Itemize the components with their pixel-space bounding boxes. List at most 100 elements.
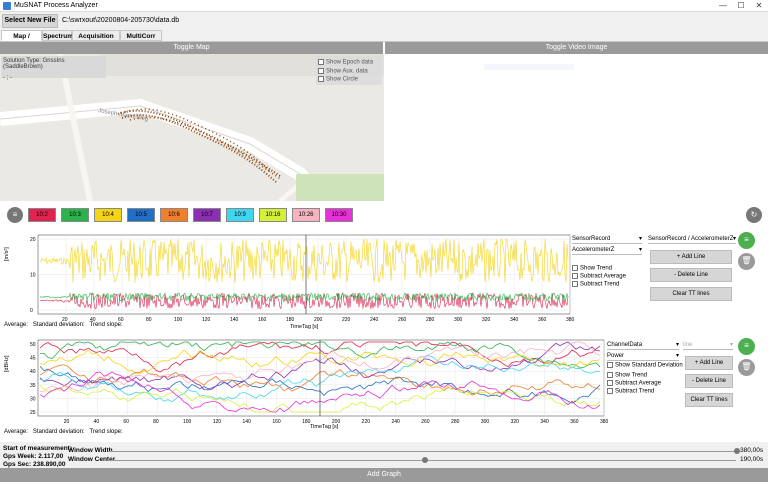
graph1-trash-icon[interactable]: 🗑 <box>738 253 755 270</box>
legend-item-10-2[interactable]: 10:2 <box>28 208 56 222</box>
y-tick-label: 50 <box>30 342 36 348</box>
maximize-button[interactable]: ☐ <box>737 1 745 10</box>
checkbox[interactable] <box>607 372 613 378</box>
legend-item-10-7[interactable]: 10:7 <box>193 208 221 222</box>
checkbox[interactable] <box>318 76 324 82</box>
close-button[interactable]: ✕ <box>755 1 763 10</box>
graph1-subtract-trend[interactable]: Subtract Trend <box>572 281 619 288</box>
tab-spectrum[interactable]: Spectrum <box>42 30 73 41</box>
gps-sec: Gps Sec: 238.890,00 <box>3 461 66 468</box>
x-tick-label: 40 <box>94 419 100 425</box>
graph1-series-line <box>39 292 569 302</box>
x-tick-label: 320 <box>511 419 520 425</box>
x-tick-label: 80 <box>146 317 152 323</box>
window-width-slider[interactable] <box>108 451 736 452</box>
checkbox[interactable] <box>318 68 324 74</box>
x-tick-label: 340 <box>540 419 549 425</box>
graph1-add-line-button[interactable]: + Add Line <box>650 250 732 264</box>
toggle-video-button[interactable]: Toggle Video Image <box>385 42 768 54</box>
graph2-show-trend[interactable]: Show Trend <box>607 372 647 379</box>
graph1-show-trend[interactable]: Show Trend <box>572 265 612 272</box>
x-tick-label: 300 <box>481 419 490 425</box>
graph2-subtract-average[interactable]: Subtract Average <box>607 380 661 387</box>
legend-item-10-6[interactable]: 10:6 <box>160 208 188 222</box>
tab-multicorr-plot[interactable]: MultiCorr Plot <box>120 30 162 51</box>
tab-map-graphs[interactable]: Map / Graphs <box>1 30 42 51</box>
checkbox[interactable] <box>572 265 578 271</box>
tab-acquisition-plot[interactable]: Acquisition Plot <box>72 30 120 51</box>
graph2-line-select[interactable]: line <box>683 340 733 350</box>
show-aux-data-option[interactable]: Show Aux. data <box>318 68 368 75</box>
hamburger-icon[interactable]: ≡ <box>7 207 23 223</box>
legend-item-10-5[interactable]: 10:5 <box>127 208 155 222</box>
legend-item-10-4[interactable]: 10:4 <box>94 208 122 222</box>
graph2-source-select[interactable]: ChannelData <box>607 340 679 350</box>
x-tick-label: 280 <box>451 419 460 425</box>
graph2-ylabel: [dBHz] <box>4 355 10 372</box>
file-path: C:\swrxout\20200804-205730\data.db <box>62 17 180 24</box>
x-tick-label: 320 <box>482 317 491 323</box>
y-tick-label: 0 <box>30 308 33 314</box>
checkbox[interactable] <box>607 388 613 394</box>
graph1-source-select[interactable]: SensorRecord <box>572 234 642 244</box>
legend-item-10-26[interactable]: 10:26 <box>292 208 320 222</box>
solution-type-box: Solution Type: GnssIns (SaddleBrown) - ;… <box>1 56 106 81</box>
graph2-canvas[interactable]: 20 40 60 80 100 120 140 160 180 200 220 240 260 280 30… <box>0 336 608 430</box>
graph1-subtract-average[interactable]: Subtract Average <box>572 273 626 280</box>
graph2-field-select[interactable]: Power <box>607 351 679 361</box>
graph1-field-select[interactable]: AccelerometerZ <box>572 245 642 255</box>
app-icon <box>3 2 11 10</box>
graph1-delete-line-button[interactable]: - Delete Line <box>650 268 732 282</box>
checkbox[interactable] <box>607 362 613 368</box>
x-tick-label: 100 <box>174 317 183 323</box>
graph1-series-line <box>39 238 569 283</box>
x-tick-label: 80 <box>153 419 159 425</box>
graph1-ylabel: [m/s²] <box>4 247 10 261</box>
graph1-clear-tt-button[interactable]: Clear TT lines <box>650 287 732 301</box>
x-tick-label: 340 <box>510 317 519 323</box>
legend-item-10-30[interactable]: 10:30 <box>325 208 353 222</box>
graph2-stats: Average: Standard deviation: Trend slope… <box>4 429 123 435</box>
legend-item-10-16[interactable]: 10:16 <box>259 208 287 222</box>
graph1-line-select[interactable]: SensorRecord / AccelerometerZ <box>648 234 736 244</box>
window-center-thumb[interactable] <box>422 457 428 463</box>
legend-item-10-9[interactable]: 10:9 <box>226 208 254 222</box>
x-tick-label: 200 <box>314 317 323 323</box>
refresh-icon[interactable]: ↻ <box>746 207 762 223</box>
graph2-menu-icon[interactable]: ≡ <box>738 338 755 355</box>
toggle-map-button[interactable]: Toggle Map <box>0 42 383 54</box>
checkbox[interactable] <box>318 59 324 65</box>
x-tick-label: 40 <box>90 317 96 323</box>
checkbox[interactable] <box>572 273 578 279</box>
graph1-xlabel: TimeTag [s] <box>290 324 319 330</box>
add-graph-button[interactable]: Add Graph <box>0 468 768 482</box>
select-file-button[interactable]: Select New File <box>2 14 58 28</box>
x-tick-label: 100 <box>183 419 192 425</box>
y-tick-label: 10 <box>30 273 36 279</box>
graph2-clear-tt-button[interactable]: Clear TT lines <box>685 393 733 407</box>
legend-item-10-3[interactable]: 10:3 <box>61 208 89 222</box>
window-width-thumb[interactable] <box>734 448 740 454</box>
x-tick-label: 220 <box>342 317 351 323</box>
checkbox[interactable] <box>572 281 578 287</box>
x-tick-label: 220 <box>362 419 371 425</box>
graph1-menu-icon[interactable]: ≡ <box>738 232 755 249</box>
x-tick-label: 140 <box>230 317 239 323</box>
x-tick-label: 120 <box>202 317 211 323</box>
graph1-canvas[interactable]: 20 40 60 80 100 120 140 160 180 200 220 240 260 280 30… <box>0 231 600 331</box>
graph2-trash-icon[interactable]: 🗑 <box>738 359 755 376</box>
graph-accelerometer: 20 40 60 80 100 120 140 160 180 200 220 240 260 280 30… <box>0 231 768 333</box>
show-epoch-data-option[interactable]: Show Epoch data <box>318 59 373 66</box>
y-tick-label: 45 <box>30 356 36 362</box>
minimize-button[interactable]: — <box>719 1 727 10</box>
x-tick-label: 60 <box>118 317 124 323</box>
window-width-label: Window Width <box>68 447 113 454</box>
graph2-show-stddev[interactable]: Show Standard Deviation <box>607 362 683 369</box>
graph2-subtract-trend[interactable]: Subtract Trend <box>607 388 654 395</box>
checkbox[interactable] <box>607 380 613 386</box>
start-of-measurement-label: Start of measurement: <box>3 445 72 452</box>
graph2-add-line-button[interactable]: + Add Line <box>685 356 733 370</box>
show-circle-option[interactable]: Show Circle <box>318 76 358 83</box>
y-tick-label: 35 <box>30 383 36 389</box>
graph2-delete-line-button[interactable]: - Delete Line <box>685 374 733 388</box>
